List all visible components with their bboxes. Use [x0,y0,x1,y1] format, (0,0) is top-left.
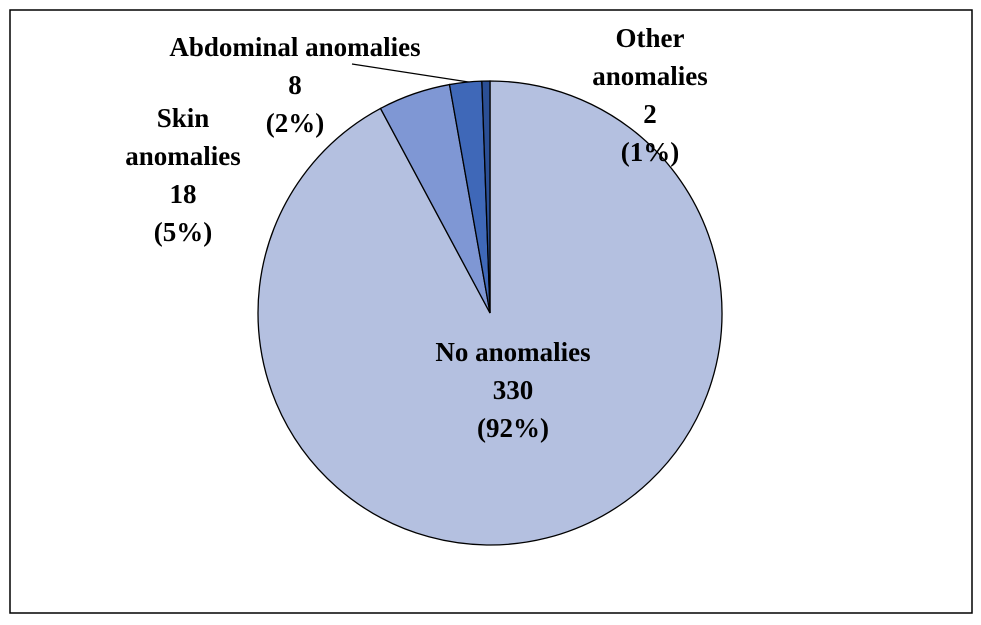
label-value: 18 [169,179,197,209]
label-name: Abdominal anomalies [169,32,421,62]
data-label: Other anomalies 2 (1%) [575,19,725,171]
label-value: 8 [288,70,302,100]
leader-line [351,63,476,84]
label-percent: (2%) [265,108,325,138]
data-label: Skin anomalies 18 (5%) [103,99,263,251]
label-percent: (92%) [477,413,549,443]
label-percent: (5%) [153,217,213,247]
data-label: Abdominal anomalies 8 (2%) [130,28,460,142]
label-percent: (1%) [620,137,680,167]
label-value: 2 [643,99,657,129]
pie-slice [257,80,723,546]
label-name: Other anomalies [592,23,708,91]
pie-slice [481,80,491,314]
label-value: 330 [492,375,534,405]
label-name: Skin anomalies [125,103,241,171]
label-name: No anomalies [435,337,591,367]
data-label: No anomalies 330 (92%) [423,333,603,447]
